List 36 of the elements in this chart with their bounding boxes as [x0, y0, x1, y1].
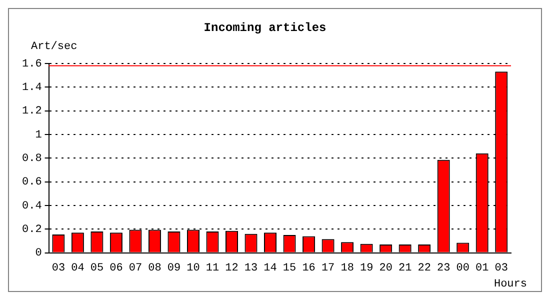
y-tick-label: 1.4	[22, 82, 42, 94]
x-tick-label: 17	[321, 262, 335, 274]
x-tick-label: 15	[282, 262, 296, 274]
x-tick-label: 19	[360, 262, 374, 274]
x-tick-label: 20	[379, 262, 392, 274]
x-tick-label: 21	[398, 262, 412, 274]
x-tick-label: 22	[418, 262, 431, 274]
x-tick-label: 13	[244, 262, 258, 274]
x-tick-label: 10	[186, 262, 200, 274]
x-tick-label: 18	[340, 262, 354, 274]
x-tick-label: 05	[90, 262, 104, 274]
x-tick-label: 23	[436, 262, 450, 274]
y-tick-label: 0.8	[22, 153, 42, 166]
y-tick-label: 0	[35, 248, 42, 260]
y-tick-label: 0.4	[22, 200, 42, 212]
y-tick-label: 0.6	[22, 176, 42, 189]
x-tick-label: 14	[264, 262, 278, 274]
x-tick-label: 03	[52, 262, 66, 274]
chart-title: Incoming articles	[204, 21, 326, 36]
y-tick-label: 1	[35, 129, 42, 142]
y-tick-label: 1.6	[22, 58, 42, 70]
y-tick-label: 0.2	[22, 224, 42, 236]
x-axis-title: Hours	[494, 278, 527, 290]
y-axis-title: Art/sec	[31, 40, 78, 53]
x-tick-label: 07	[128, 262, 142, 274]
x-tick-label: 16	[302, 262, 316, 274]
x-tick-label: 09	[167, 262, 181, 274]
x-tick-label: 00	[456, 262, 470, 274]
x-tick-label: 08	[148, 262, 162, 274]
x-tick-label: 12	[225, 262, 238, 274]
x-tick-label: 03	[494, 262, 508, 274]
x-tick-label: 06	[110, 262, 123, 274]
x-tick-label: 11	[206, 262, 220, 274]
x-tick-label: 01	[476, 262, 490, 274]
x-tick-label: 04	[71, 262, 85, 274]
y-tick-label: 1.2	[22, 106, 42, 118]
